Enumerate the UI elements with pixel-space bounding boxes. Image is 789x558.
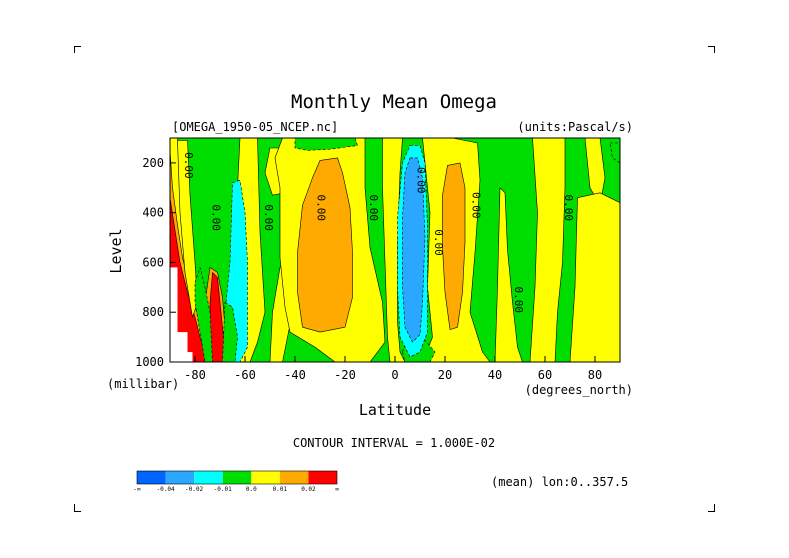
crop-mark-top-right bbox=[708, 46, 715, 53]
y-tick-label: 1000 bbox=[135, 355, 164, 369]
contour-region-3 bbox=[170, 197, 208, 362]
contour-label-5: 0.00 bbox=[367, 194, 380, 221]
y-axis-label: Level bbox=[107, 228, 125, 273]
x-tick-label: -20 bbox=[334, 368, 356, 382]
contour-fill-regions bbox=[170, 138, 620, 362]
colorbar-swatch-2 bbox=[165, 471, 195, 484]
x-tick-label: 40 bbox=[488, 368, 502, 382]
x-tick-label: -40 bbox=[284, 368, 306, 382]
contour-label-8: 0.00 bbox=[470, 192, 483, 219]
colorbar-swatch-4 bbox=[222, 471, 252, 484]
x-axis-unit: (degrees_north) bbox=[525, 383, 633, 397]
y-tick-label: 200 bbox=[142, 156, 164, 170]
x-tick-label: 0 bbox=[391, 368, 398, 382]
contour-region-16 bbox=[382, 138, 406, 362]
contour-label-4: 0.00 bbox=[182, 152, 195, 179]
contour-region-22 bbox=[494, 187, 523, 362]
colorbar-label-4: -0.01 bbox=[214, 486, 232, 493]
dataset-label: [OMEGA_1950-05_NCEP.nc] bbox=[172, 120, 338, 134]
x-tick-label: -60 bbox=[234, 368, 256, 382]
colorbar-label-7: 0.02 bbox=[301, 486, 316, 493]
contour-region-26 bbox=[609, 142, 620, 164]
colorbar-label-2: -0.04 bbox=[157, 486, 175, 493]
missing-data-cell-3 bbox=[187, 352, 193, 362]
y-tick-label: 400 bbox=[142, 206, 164, 220]
contour-interval-label: CONTOUR INTERVAL = 1.000E-02 bbox=[293, 436, 495, 450]
contour-region-18 bbox=[442, 162, 466, 330]
crop-mark-top-left bbox=[74, 46, 81, 53]
contour-region-23 bbox=[529, 138, 566, 362]
chart-title: Monthly Mean Omega bbox=[291, 91, 497, 113]
colorbar-label-3: -0.02 bbox=[185, 486, 203, 493]
missing-data-cells bbox=[170, 267, 193, 362]
colorbar-swatch-5 bbox=[251, 471, 280, 484]
y-axis: 200 400 600 800 1000 bbox=[135, 156, 176, 369]
mean-longitude-note: (mean) lon:0..357.5 bbox=[491, 475, 628, 489]
contour-label-1: 0.00 bbox=[210, 204, 223, 231]
colorbar-label-5: 0.0 bbox=[246, 486, 257, 493]
contour-region-25 bbox=[569, 192, 620, 362]
x-tick-label: 60 bbox=[538, 368, 552, 382]
contour-region-12 bbox=[222, 301, 238, 362]
colorbar-swatch-1 bbox=[137, 471, 166, 484]
y-tick-label: 800 bbox=[142, 305, 164, 319]
colorbar-label-6: 0.01 bbox=[273, 486, 288, 493]
contour-labels: 0.00 0.00 0.00 0.00 0.00 0.00 0.00 0.00 0.00 0.00 bbox=[182, 152, 575, 313]
contour-label-7: 0.00 bbox=[432, 229, 445, 256]
x-axis-label: Latitude bbox=[359, 401, 431, 419]
colorbar: -∞ -0.04 -0.02 -0.01 0.0 0.01 0.02 ∞ bbox=[133, 470, 339, 493]
colorbar-frame bbox=[136, 470, 338, 485]
colorbar-swatch-7 bbox=[308, 471, 337, 484]
crop-mark-bottom-left bbox=[74, 504, 81, 512]
units-label: (units:Pascal/s) bbox=[517, 120, 633, 134]
colorbar-label-1: -∞ bbox=[133, 486, 141, 493]
crop-marks bbox=[74, 46, 715, 512]
y-axis-unit: (millibar) bbox=[107, 377, 179, 391]
y-tick-label: 600 bbox=[142, 255, 164, 269]
contour-label-3: 0.00 bbox=[315, 194, 328, 221]
x-axis: -80 -60 -40 -20 0 20 40 60 80 bbox=[184, 356, 602, 382]
contour-region-14 bbox=[294, 138, 358, 151]
contour-label-2: 0.00 bbox=[262, 204, 275, 231]
colorbar-swatch-6 bbox=[279, 471, 309, 484]
x-tick-label: 80 bbox=[588, 368, 602, 382]
colorbar-swatch-3 bbox=[194, 471, 223, 484]
contour-label-6: 0.00 bbox=[415, 167, 428, 194]
contour-label-10: 0.00 bbox=[562, 194, 575, 221]
colorbar-label-8: ∞ bbox=[335, 486, 339, 493]
contour-region-15 bbox=[297, 157, 353, 333]
missing-data-cell-1 bbox=[170, 267, 178, 362]
contour-label-9: 0.00 bbox=[512, 287, 525, 314]
contour-region-21 bbox=[402, 157, 426, 343]
missing-data-cell-2 bbox=[177, 332, 188, 362]
x-tick-label: 20 bbox=[438, 368, 452, 382]
x-tick-label: -80 bbox=[184, 368, 206, 382]
plot-area: 0.00 0.00 0.00 0.00 0.00 0.00 0.00 0.00 0.00 0.00 bbox=[170, 138, 620, 362]
contour-region-24 bbox=[584, 138, 606, 206]
contour-region-7 bbox=[194, 267, 213, 362]
crop-mark-bottom-right bbox=[708, 504, 715, 512]
